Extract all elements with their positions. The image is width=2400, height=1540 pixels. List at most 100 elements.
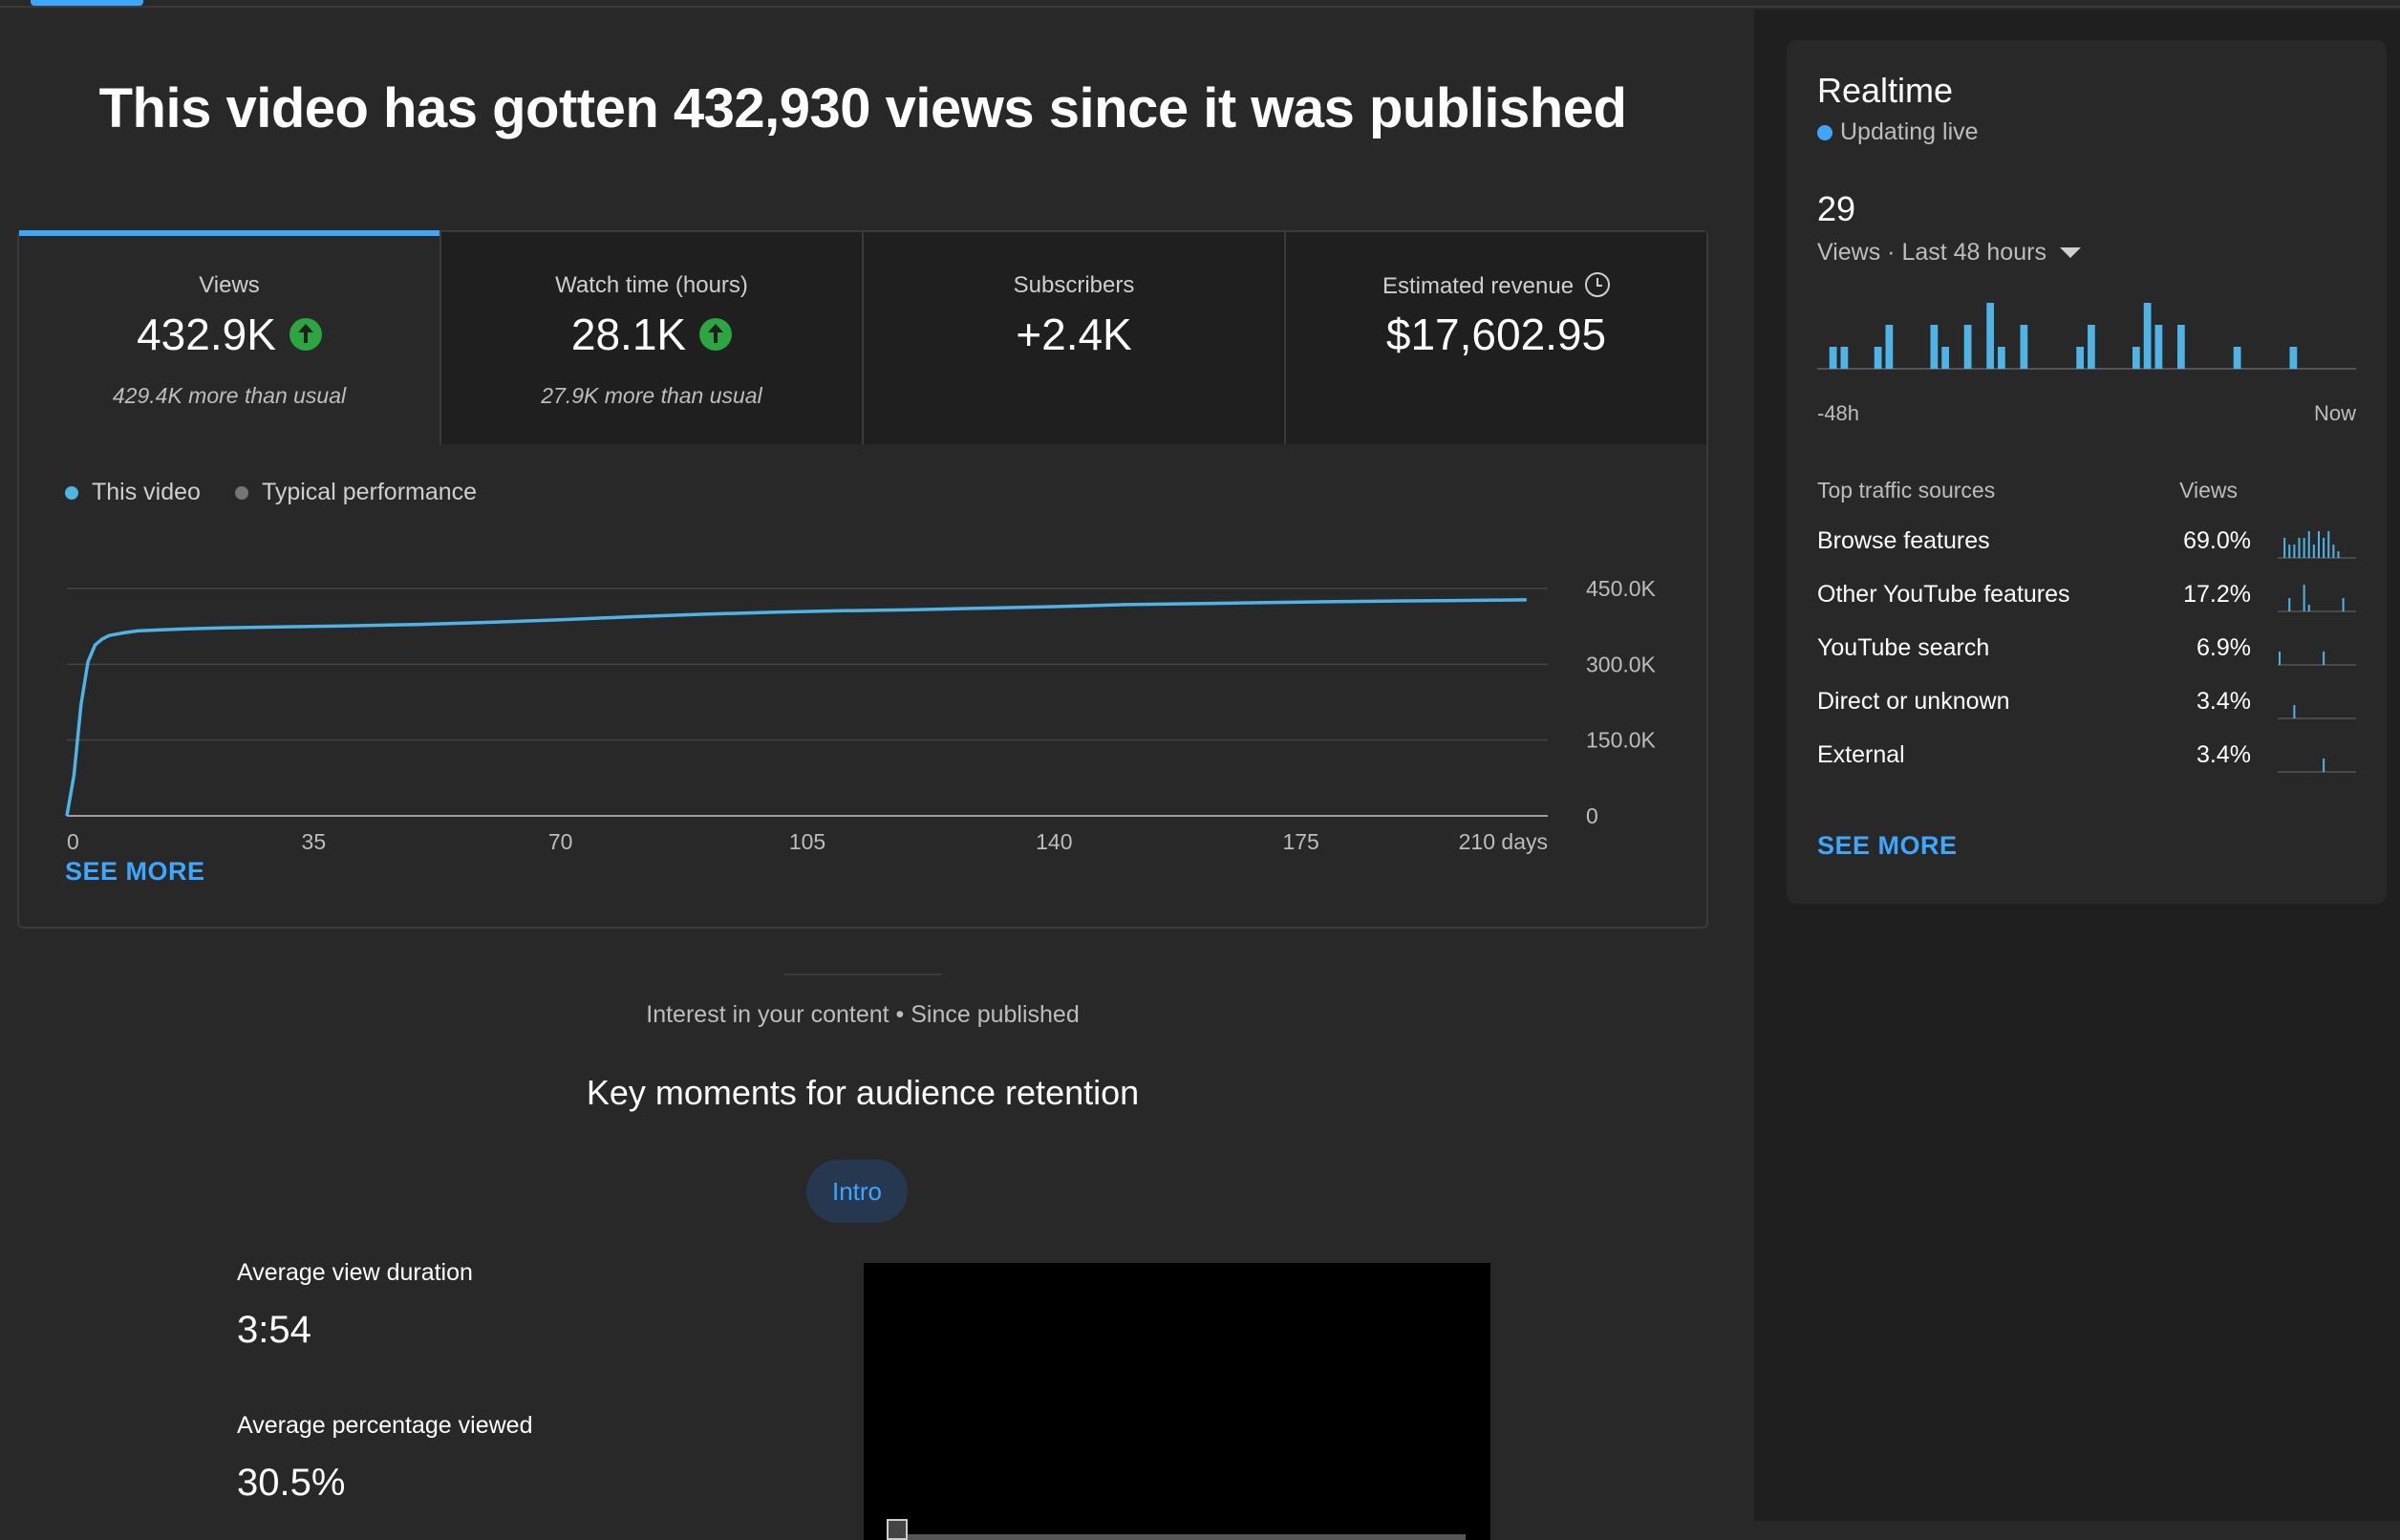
traffic-source-percent: 3.4% (2196, 741, 2251, 768)
realtime-bar (2177, 325, 2185, 369)
y-tick-label: 450.0K (1586, 576, 1657, 601)
arrow-up-icon (699, 318, 733, 351)
sparkline-bar (2312, 545, 2315, 558)
sparkline-bar (2279, 652, 2281, 665)
tab-value-row: 28.1K (441, 309, 862, 360)
video-scrub-bar[interactable] (889, 1534, 1466, 1540)
traffic-source-name: Direct or unknown (1817, 688, 2010, 715)
avg-percentage-viewed-label: Average percentage viewed (237, 1412, 533, 1439)
tab-label: Views (199, 272, 260, 298)
sparkline-bar (2323, 538, 2325, 558)
realtime-bar (1874, 347, 1882, 369)
realtime-bar (1840, 347, 1849, 369)
sparkline-bar (2283, 538, 2286, 558)
tab-subscribers[interactable]: Subscribers +2.4K (862, 232, 1284, 444)
realtime-see-more-link[interactable]: SEE MORE (1817, 831, 1958, 860)
legend-dot (65, 485, 78, 500)
x-tick-label: 0 (67, 829, 79, 854)
clock-icon (1585, 272, 1611, 297)
x-tick-label: 140 (1036, 829, 1072, 854)
traffic-source-name: Other YouTube features (1817, 581, 2070, 608)
realtime-bar-chart (1817, 303, 2356, 370)
traffic-source-row[interactable]: Direct or unknown 3.4% (1817, 684, 2356, 722)
live-status: Updating live (1817, 118, 1979, 146)
tab-comparison: 27.9K more than usual (541, 383, 762, 408)
top-tab-indicator (31, 0, 143, 6)
x-tick-label: 175 (1282, 829, 1318, 854)
realtime-bar (2088, 325, 2095, 369)
top-tab-strip (0, 0, 2400, 8)
realtime-bar (2233, 347, 2241, 369)
sparkline-bar (2323, 652, 2325, 665)
legend-item-this-video[interactable]: This video (65, 479, 201, 506)
sparkline-bar (2303, 538, 2305, 558)
traffic-source-row[interactable]: External 3.4% (1817, 738, 2356, 776)
main-panel: This video has gotten 432,930 views sinc… (0, 10, 1753, 1540)
tab-label: Watch time (hours) (555, 272, 748, 298)
caret-down-icon (2059, 247, 2081, 258)
x-tick-label: 70 (548, 829, 573, 854)
legend-dot (234, 485, 248, 500)
tab-label: Subscribers (1013, 272, 1135, 298)
realtime-bar (1829, 347, 1837, 369)
tab-value: +2.4K (1016, 310, 1132, 359)
axis-start-label: -48h (1817, 401, 1860, 425)
realtime-bar (1998, 347, 2005, 369)
realtime-bar (2154, 325, 2163, 369)
realtime-bar (2020, 325, 2028, 369)
traffic-source-row[interactable]: Other YouTube features 17.2% (1817, 577, 2356, 615)
sparkline-bar (2307, 531, 2310, 558)
sparkline-bar (2318, 531, 2320, 558)
sparkline-bar (2303, 585, 2305, 611)
realtime-bar (2143, 303, 2152, 369)
traffic-source-percent: 17.2% (2183, 581, 2251, 608)
y-tick-label: 150.0K (1586, 728, 1657, 753)
traffic-sparkline (2278, 759, 2356, 773)
legend-item-typical[interactable]: Typical performance (234, 479, 477, 506)
legend-label: This video (92, 479, 201, 505)
traffic-sparkline (2278, 652, 2356, 666)
traffic-sparkline (2278, 531, 2356, 559)
traffic-source-percent: 3.4% (2196, 688, 2251, 715)
realtime-bar (2289, 347, 2298, 369)
sparkline-bar (2342, 598, 2345, 611)
x-tick-label: 105 (789, 829, 825, 854)
tab-estimated-revenue[interactable]: Estimated revenue $17,602.95 (1284, 232, 1706, 444)
sparkline-bar (2288, 598, 2291, 611)
tab-value-row: 432.9K (19, 309, 439, 360)
tab-watch-time[interactable]: Watch time (hours) 28.1K 27.9K more than… (439, 232, 862, 444)
sparkline-bar (2307, 605, 2310, 611)
sparkline-bar (2332, 545, 2335, 558)
x-tick-label: 35 (302, 829, 327, 854)
see-more-link[interactable]: SEE MORE (65, 857, 205, 886)
x-tick-label: 210 days (1459, 829, 1548, 854)
axis-end-label: Now (2313, 401, 2356, 425)
realtime-bar (1930, 325, 1939, 369)
traffic-source-row[interactable]: Browse features 69.0% (1817, 524, 2356, 562)
avg-view-duration-value: 3:54 (237, 1309, 311, 1351)
avg-view-duration-label: Average view duration (237, 1259, 473, 1286)
period-dropdown[interactable]: Views · Last 48 hours (1817, 239, 2081, 267)
realtime-count: 29 (1817, 189, 1856, 228)
tab-value: $17,602.95 (1385, 310, 1607, 359)
period-label: Views · Last 48 hours (1817, 239, 2046, 266)
interest-subtitle: Interest in your content • Since publish… (646, 1001, 1080, 1028)
y-tick-label: 300.0K (1586, 652, 1657, 676)
sparkline-bar (2327, 531, 2330, 558)
realtime-bar (2076, 347, 2084, 369)
sparkline-bar (2323, 759, 2325, 772)
scrub-handle[interactable] (887, 1519, 908, 1540)
traffic-sources-header: Top traffic sources (1817, 478, 1996, 503)
sparkline-bar (2337, 551, 2340, 558)
traffic-source-name: YouTube search (1817, 634, 1990, 661)
realtime-card: Realtime Updating live 29 Views · Last 4… (1787, 40, 2387, 904)
chip-intro[interactable]: Intro (806, 1160, 908, 1223)
realtime-bar (1986, 303, 1994, 369)
traffic-views-header: Views (2179, 478, 2238, 503)
avg-percentage-viewed-value: 30.5% (237, 1462, 346, 1504)
traffic-source-row[interactable]: YouTube search 6.9% (1817, 631, 2356, 669)
page-headline: This video has gotten 432,930 views sinc… (98, 77, 1627, 139)
video-player[interactable] (864, 1263, 1490, 1540)
realtime-bar (1963, 325, 1972, 369)
tab-views[interactable]: Views 432.9K 429.4K more than usual (19, 230, 439, 444)
